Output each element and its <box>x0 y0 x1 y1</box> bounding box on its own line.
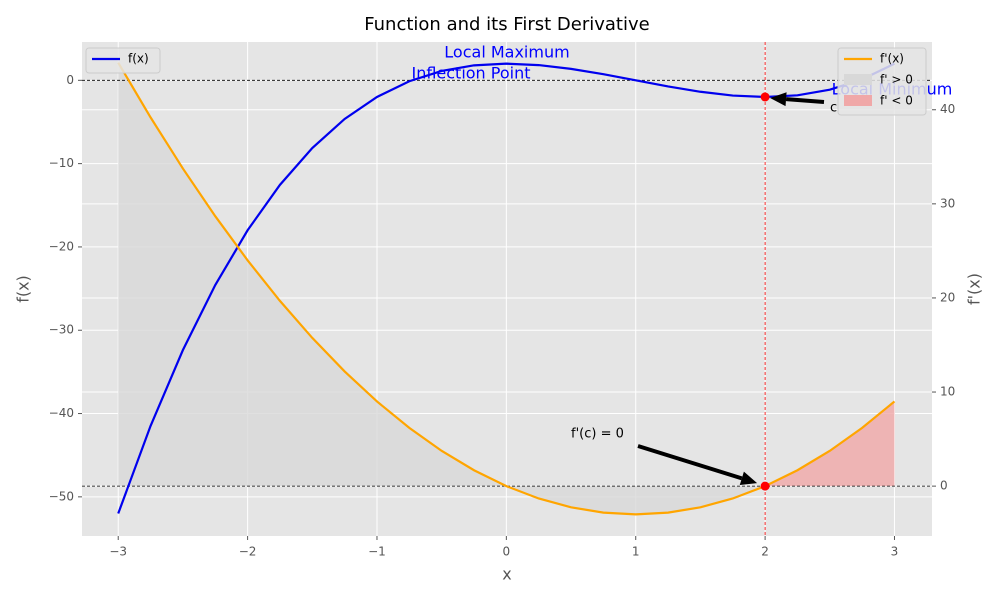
chart-title: Function and its First Derivative <box>364 14 649 35</box>
x-tick-label: −2 <box>239 545 257 559</box>
y-tick-label: −20 <box>49 239 74 253</box>
legend-box <box>85 47 161 74</box>
y-tick-label: −30 <box>49 323 74 337</box>
x-tick-label: 3 <box>891 545 899 559</box>
legend-label: f' < 0 <box>880 94 913 108</box>
arrow <box>785 97 825 104</box>
fill-region <box>118 62 766 515</box>
annotation: Inflection Point <box>411 64 530 83</box>
y2-tick-label: 40 <box>940 102 955 116</box>
x-tick-label: 1 <box>632 545 640 559</box>
y-tick-label: −50 <box>49 489 74 503</box>
highlight-point <box>760 92 770 102</box>
x-tick-label: −1 <box>368 545 386 559</box>
y-tick-label: −10 <box>49 156 74 170</box>
legend-swatch <box>844 74 872 85</box>
y2-tick-label: 20 <box>940 290 955 304</box>
x-tick-label: −3 <box>109 545 127 559</box>
legend-label: f(x) <box>128 52 149 66</box>
y2-tick-label: 0 <box>940 479 948 493</box>
arrow <box>637 444 743 481</box>
y2-tick-label: 10 <box>940 385 955 399</box>
y-tick-label: −40 <box>49 406 74 420</box>
y-axis-label: f(x) <box>14 275 33 303</box>
x-axis-label: x <box>502 565 511 584</box>
y2-axis-label: f'(x) <box>965 273 984 305</box>
annotation: Local Maximum <box>444 43 569 62</box>
annotation: f'(c) = 0 <box>571 427 624 442</box>
annotation: c <box>830 101 837 116</box>
arrow-head <box>739 471 758 486</box>
x-tick-label: 2 <box>761 545 769 559</box>
fill-region <box>765 401 895 487</box>
y-tick-label: 0 <box>66 73 74 87</box>
legend-swatch <box>844 95 872 106</box>
arrow-head <box>770 92 787 107</box>
y2-tick-label: 30 <box>940 196 955 210</box>
legend-label: f'(x) <box>880 52 904 66</box>
highlight-point <box>760 481 770 491</box>
x-tick-label: 0 <box>503 545 511 559</box>
legend-label: f' > 0 <box>880 73 913 87</box>
